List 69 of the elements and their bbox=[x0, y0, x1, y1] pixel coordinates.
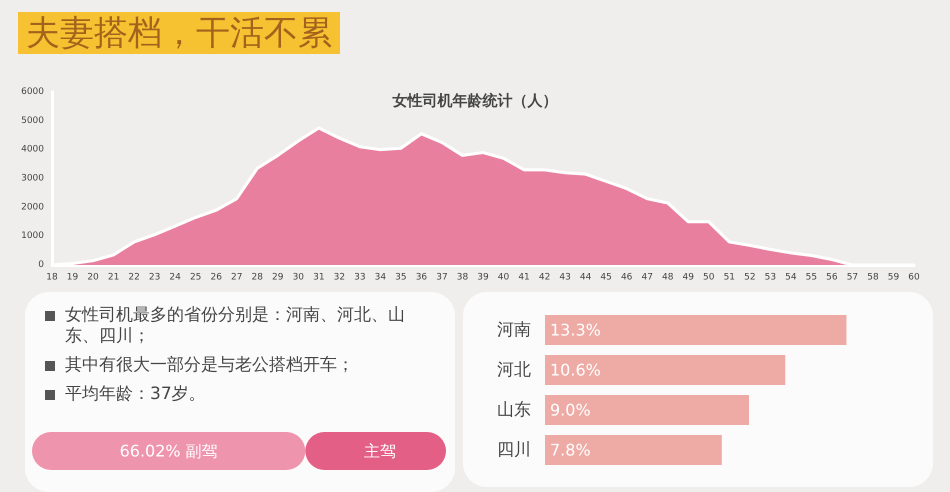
x-tick-label: 55 bbox=[806, 272, 818, 282]
x-tick-label: 32 bbox=[334, 272, 346, 282]
y-tick-label: 山东 bbox=[497, 400, 531, 420]
x-tick-label: 44 bbox=[580, 272, 592, 282]
x-tick-label: 33 bbox=[354, 272, 366, 282]
data-label: 66.02% 副驾 bbox=[120, 442, 218, 460]
x-tick-label: 40 bbox=[498, 272, 510, 282]
x-tick-label: 43 bbox=[559, 272, 571, 282]
x-tick-label: 46 bbox=[620, 272, 633, 282]
x-tick-label: 28 bbox=[252, 272, 264, 282]
x-tick-label: 27 bbox=[230, 272, 242, 282]
x-tick-label: 30 bbox=[292, 272, 304, 282]
text: 平均年龄：37岁。 bbox=[65, 384, 206, 405]
y-tick-label: 6000 bbox=[21, 87, 44, 97]
chart-title: 女性司机年龄统计（人） bbox=[392, 92, 558, 110]
x-tick-label: 22 bbox=[128, 272, 140, 282]
data-label: 13.3% bbox=[550, 320, 601, 340]
y-tick-label: 4000 bbox=[21, 144, 44, 155]
x-tick-label: 37 bbox=[436, 272, 448, 282]
x-tick-label: 42 bbox=[538, 272, 550, 282]
x-tick-label: 38 bbox=[456, 272, 468, 282]
x-tick-label: 20 bbox=[87, 272, 100, 282]
data-label: 10.6% bbox=[550, 360, 601, 380]
bar bbox=[545, 395, 749, 425]
x-tick-label: 19 bbox=[66, 272, 79, 282]
y-tick-label: 1000 bbox=[21, 231, 44, 242]
x-tick-label: 50 bbox=[703, 272, 715, 282]
x-tick-label: 25 bbox=[190, 272, 202, 282]
data-label: 9.0% bbox=[550, 400, 591, 420]
x-tick-label: 45 bbox=[600, 272, 612, 282]
x-tick-label: 58 bbox=[867, 272, 879, 282]
x-tick-label: 18 bbox=[46, 272, 58, 282]
text: 夫妻搭档，干活不累 bbox=[26, 13, 332, 53]
x-tick-label: 48 bbox=[662, 272, 674, 282]
x-tick-label: 34 bbox=[374, 272, 386, 282]
bar bbox=[545, 355, 786, 385]
text: 女性司机最多的省份分别是：河南、河北、山东、四川； bbox=[65, 305, 406, 347]
x-tick-label: 24 bbox=[169, 272, 182, 282]
x-tick-label: 56 bbox=[826, 272, 838, 282]
y-tick-label: 5000 bbox=[21, 116, 44, 126]
bar bbox=[545, 315, 846, 345]
x-tick-label: 51 bbox=[724, 272, 736, 282]
data-label: 7.8% bbox=[550, 440, 591, 460]
data-label: 主驾 bbox=[364, 442, 396, 460]
x-tick-label: 60 bbox=[908, 272, 920, 282]
x-tick-label: 36 bbox=[416, 272, 428, 282]
x-tick-label: 57 bbox=[846, 272, 858, 282]
x-tick-label: 29 bbox=[272, 272, 284, 282]
x-tick-label: 26 bbox=[210, 272, 222, 282]
y-tick-label: 3000 bbox=[21, 174, 44, 184]
x-tick-label: 41 bbox=[518, 272, 530, 282]
x-tick-label: 47 bbox=[641, 272, 653, 282]
x-tick-label: 31 bbox=[313, 272, 325, 282]
x-tick-label: 59 bbox=[888, 272, 900, 282]
x-tick-label: 49 bbox=[682, 272, 694, 282]
x-tick-label: 35 bbox=[395, 272, 407, 282]
x-tick-label: 21 bbox=[108, 272, 120, 282]
x-tick-label: 23 bbox=[148, 272, 160, 282]
bar bbox=[545, 435, 722, 465]
y-tick-label: 河南 bbox=[497, 320, 531, 340]
y-tick-label: 四川 bbox=[497, 440, 531, 460]
text: 其中有很大一部分是与老公搭档开车； bbox=[65, 355, 354, 376]
x-tick-label: 54 bbox=[785, 272, 797, 282]
x-tick-label: 39 bbox=[477, 272, 489, 282]
x-tick-label: 53 bbox=[764, 272, 776, 282]
y-tick-label: 0 bbox=[38, 260, 44, 270]
y-tick-label: 河北 bbox=[497, 360, 531, 380]
y-tick-label: 2000 bbox=[21, 202, 44, 212]
x-tick-label: 52 bbox=[744, 272, 756, 282]
